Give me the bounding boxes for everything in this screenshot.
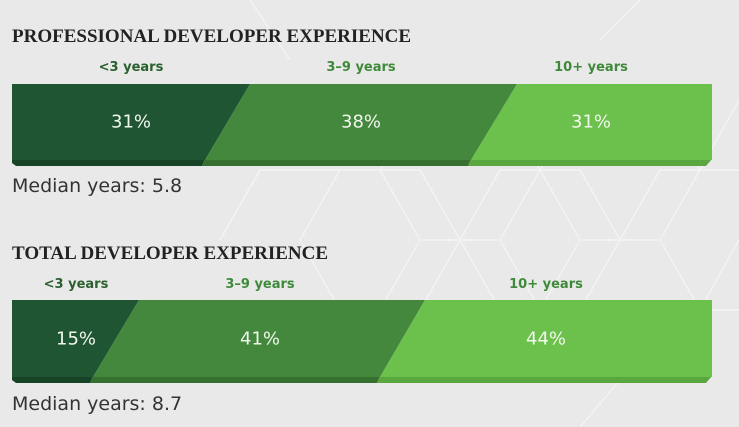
value-label-lt3: 31% (110, 111, 152, 133)
value-label-3to9: 38% (340, 111, 382, 133)
bar-segment-10plus-total (380, 300, 712, 377)
category-label-10plus: 10+ years (554, 60, 628, 75)
median-years-total: Median years: 8.7 (12, 393, 183, 415)
bar-segment-3to9 (205, 84, 517, 160)
stacked-bar-total (12, 300, 712, 383)
section-title-total: TOTAL DEVELOPER EXPERIENCE (12, 243, 329, 264)
category-label-lt3-total: <3 years (43, 277, 109, 292)
bar-segment-10plus (471, 84, 712, 160)
value-label-lt3-total: 15% (55, 328, 97, 350)
bar-bevel-seg2-total (90, 376, 380, 383)
stacked-bar-professional (12, 84, 712, 166)
value-label-10plus-total: 44% (525, 328, 567, 350)
category-label-10plus-total: 10+ years (509, 277, 583, 292)
value-label-10plus: 31% (570, 111, 612, 133)
bar-bevel-seg3 (468, 159, 712, 166)
bar-segment-lt3 (12, 84, 250, 160)
category-label-lt3: <3 years (98, 60, 164, 75)
bar-segment-lt3-total (12, 300, 139, 377)
value-label-3to9-total: 41% (239, 328, 281, 350)
bar-bevel-seg3-total (377, 376, 712, 383)
bar-segment-3to9-total (93, 300, 425, 377)
bar-bevel-seg2 (202, 159, 471, 166)
bar-bevel-seg1 (12, 159, 205, 166)
category-label-3to9: 3–9 years (326, 60, 396, 75)
category-label-3to9-total: 3–9 years (225, 277, 295, 292)
median-years-professional: Median years: 5.8 (12, 175, 183, 197)
section-title-professional: PROFESSIONAL DEVELOPER EXPERIENCE (12, 26, 412, 47)
bar-bevel-seg1-total (12, 376, 93, 383)
